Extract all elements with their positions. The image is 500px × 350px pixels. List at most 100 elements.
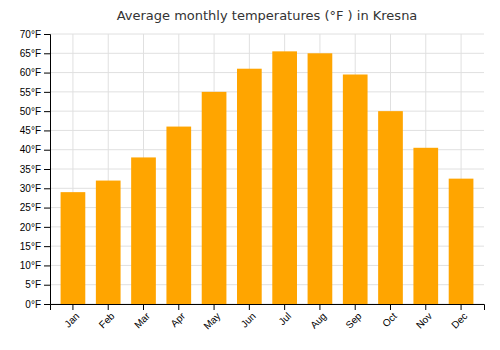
bar — [449, 179, 474, 304]
bar — [61, 192, 86, 304]
tick: 20°F — [20, 222, 50, 233]
tick-label: 40°F — [20, 144, 41, 155]
tick-mark — [44, 73, 50, 74]
tick-label: Sep — [343, 310, 364, 331]
y-axis: 0°F 5°F 10°F 15°F 20°F 25°F 30°F 35°F 40°F 45°F 50… — [20, 29, 51, 310]
tick-label: 0°F — [25, 299, 41, 310]
tick-mark — [319, 304, 320, 310]
tick: 70°F — [20, 29, 50, 40]
tick-label: 50°F — [20, 106, 41, 117]
tick-label: Aug — [308, 310, 328, 330]
tick: Jul — [276, 304, 293, 327]
tick-mark — [44, 53, 50, 54]
tick: Dec — [449, 304, 469, 331]
grid-line — [50, 130, 484, 131]
tick: Aug — [308, 304, 328, 331]
tick: Feb — [97, 304, 117, 330]
tick-label: 55°F — [20, 87, 41, 98]
tick-mark — [44, 130, 50, 131]
tick-label: 20°F — [20, 222, 41, 233]
tick-mark — [72, 304, 73, 310]
bar — [308, 53, 333, 304]
tick: Apr — [168, 304, 187, 329]
tick: 45°F — [20, 125, 50, 136]
tick: 0°F — [25, 299, 50, 310]
tick-label: Jul — [276, 310, 293, 327]
tick: 25°F — [20, 202, 50, 213]
tick-label: 5°F — [25, 279, 41, 290]
bar — [96, 181, 121, 304]
tick: 65°F — [20, 48, 50, 59]
bar — [343, 75, 368, 305]
tick: 5°F — [25, 279, 50, 290]
tick: 15°F — [20, 241, 50, 252]
tick: Mar — [132, 304, 152, 330]
tick-label: 35°F — [20, 164, 41, 175]
tick-mark — [390, 304, 391, 310]
tick-mark — [143, 304, 144, 310]
tick-label: Nov — [414, 310, 434, 330]
tick: 10°F — [20, 260, 50, 271]
bar — [378, 111, 403, 304]
tick-mark — [214, 304, 215, 310]
tick-label: 25°F — [20, 202, 41, 213]
tick-mark — [178, 304, 179, 310]
tick-label: Oct — [380, 310, 399, 329]
tick-label: Jan — [62, 310, 81, 329]
bar — [202, 92, 227, 304]
tick-mark — [44, 169, 50, 170]
tick-mark — [44, 34, 50, 35]
bar — [413, 148, 438, 304]
tick: 30°F — [20, 183, 50, 194]
tick: Oct — [380, 304, 399, 329]
tick-label: Jun — [239, 310, 258, 329]
bars — [61, 51, 474, 304]
tick: 60°F — [20, 67, 50, 78]
tick-label: 70°F — [20, 29, 41, 40]
axis-line — [44, 35, 51, 305]
chart: 0°F 5°F 10°F 15°F 20°F 25°F 30°F 35°F 40°F 45°F 50… — [0, 0, 500, 350]
tick-mark — [44, 111, 50, 112]
tick: Jan — [62, 304, 81, 330]
tick-label: 10°F — [20, 260, 41, 271]
grid-line — [50, 72, 484, 73]
tick: 35°F — [20, 164, 50, 175]
tick: Nov — [414, 304, 434, 331]
grid-line — [50, 91, 484, 92]
tick-label: 15°F — [20, 241, 41, 252]
tick-label: Mar — [132, 310, 152, 330]
grid-line — [50, 53, 484, 54]
tick-label: 60°F — [20, 67, 41, 78]
bar — [131, 157, 156, 304]
tick: Sep — [343, 304, 364, 331]
tick-mark — [461, 304, 462, 310]
grid-line — [50, 34, 484, 35]
tick-mark — [44, 227, 50, 228]
x-axis: Jan Feb Mar Apr May Jun Jul Aug Sep Oct Nov Dec — [51, 304, 485, 332]
tick-mark — [108, 304, 109, 310]
grid-line — [50, 111, 484, 112]
tick-mark — [355, 304, 356, 310]
tick: Jun — [239, 304, 258, 330]
tick-label: Apr — [168, 310, 187, 329]
tick-label: Feb — [97, 310, 117, 330]
plot: 0°F 5°F 10°F 15°F 20°F 25°F 30°F 35°F 40°F 45°F 50… — [20, 29, 485, 332]
grid — [50, 34, 484, 304]
tick-mark — [44, 208, 50, 209]
tick: 50°F — [20, 106, 50, 117]
tick-label: May — [201, 310, 222, 331]
tick-mark — [44, 150, 50, 151]
title: Average monthly temperatures (°F ) in Kr… — [117, 8, 418, 23]
bar — [237, 69, 262, 304]
tick-mark — [249, 304, 250, 310]
tick: May — [201, 304, 222, 332]
tick-label: Dec — [449, 310, 469, 330]
tick-mark — [44, 188, 50, 189]
tick-mark — [44, 265, 50, 266]
axis-line — [51, 305, 485, 311]
tick-label: 45°F — [20, 125, 41, 136]
tick-mark — [44, 285, 50, 286]
tick-mark — [44, 92, 50, 93]
tick-mark — [284, 304, 285, 310]
tick-mark — [44, 246, 50, 247]
